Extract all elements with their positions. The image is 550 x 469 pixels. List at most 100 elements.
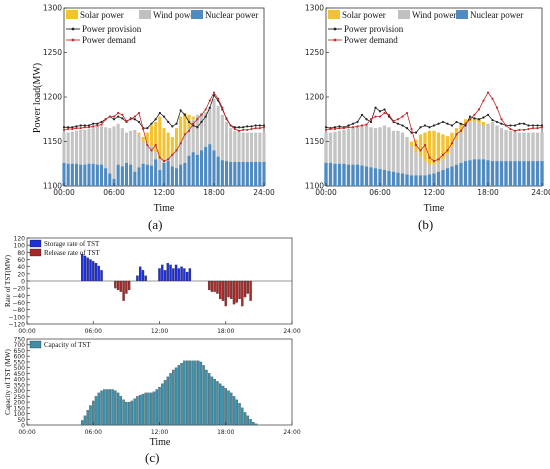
y-tick-label: 1100 bbox=[43, 182, 62, 191]
power-demand-point bbox=[329, 127, 332, 131]
nuclear-power-bar bbox=[158, 169, 162, 186]
solar-power-bar bbox=[166, 132, 170, 158]
y-tick-label: 600 bbox=[14, 354, 26, 361]
solar-power-bar bbox=[145, 132, 149, 144]
wind-power-bar bbox=[481, 125, 486, 160]
power-demand-point bbox=[360, 124, 364, 127]
power-demand-point bbox=[137, 111, 141, 115]
capacity-of-tstbar bbox=[246, 415, 250, 426]
legend-wind-power: Wind power bbox=[153, 10, 197, 20]
x-tick-label: 12:00 bbox=[151, 429, 168, 436]
nuclear-power-bar bbox=[531, 161, 535, 186]
power-demand-point bbox=[405, 111, 409, 115]
power-provision-point bbox=[500, 122, 503, 125]
capacity-of-tstbar bbox=[122, 399, 125, 426]
y-tick-label: 450 bbox=[14, 371, 26, 378]
y-tick-label: 300 bbox=[14, 388, 26, 395]
wind-power-bar bbox=[91, 127, 95, 164]
capacity-of-tstbar bbox=[227, 390, 230, 426]
wind-power-bar bbox=[104, 127, 108, 169]
wind-power-bar bbox=[212, 98, 216, 151]
wind-power-bar bbox=[400, 132, 405, 174]
power-demand-point bbox=[196, 118, 199, 121]
power-demand-point bbox=[204, 108, 207, 111]
nuclear-power-bar bbox=[199, 150, 204, 186]
wind-power-bar bbox=[241, 132, 245, 162]
legend-swatch-solar bbox=[328, 10, 340, 19]
nuclear-power-bar bbox=[540, 161, 544, 186]
x-tick-label: 24:00 bbox=[283, 328, 300, 335]
x-tick-label: 12:00 bbox=[423, 188, 445, 197]
storage-rate-of-tstbar bbox=[81, 254, 84, 282]
wind-power-bar bbox=[427, 164, 432, 175]
power-demand-point bbox=[441, 153, 445, 156]
power-demand-point bbox=[473, 113, 476, 116]
nuclear-power-bar bbox=[229, 161, 233, 186]
power-demand-point bbox=[221, 106, 224, 109]
power-demand-point bbox=[121, 113, 124, 116]
y-tick-label: 100 bbox=[14, 243, 26, 250]
solar-power-bar bbox=[191, 116, 195, 120]
power-demand-point bbox=[246, 128, 249, 132]
capacity-of-tstbar bbox=[224, 388, 227, 426]
capacity-of-tstbar bbox=[100, 390, 103, 426]
nuclear-power-bar bbox=[508, 161, 513, 186]
power-provision-point bbox=[338, 125, 341, 128]
power-provision-point bbox=[100, 120, 103, 124]
power-demand-point bbox=[150, 149, 153, 152]
wind-power-bar bbox=[369, 127, 373, 168]
power-demand-point bbox=[179, 142, 182, 145]
panel-b: 00:00 06:00 12:00 18:00 24:00 1100 1150 1200 125… bbox=[305, 4, 550, 233]
power-provision-point bbox=[83, 124, 86, 127]
wind-power-bar bbox=[95, 126, 99, 165]
power-demand-point bbox=[437, 158, 440, 161]
wind-power-bar bbox=[83, 129, 87, 165]
wind-power-bar bbox=[133, 129, 137, 172]
legend-power-provision: Power provision bbox=[344, 24, 404, 34]
power-provision-point bbox=[441, 120, 445, 124]
release-rate-of-tstbar bbox=[221, 280, 225, 301]
nuclear-power-bar bbox=[249, 161, 254, 186]
nuclear-power-bar bbox=[513, 161, 517, 186]
capacity-of-tstbar bbox=[83, 415, 87, 426]
y-tick-label: 1200 bbox=[43, 93, 62, 102]
panel-a: 00:00 06:00 12:00 18:00 24:00 1100 1150 1200 125… bbox=[32, 4, 275, 233]
power-provision-point bbox=[473, 117, 476, 120]
x-tick-label: 06:00 bbox=[103, 188, 125, 197]
nuclear-power-bar bbox=[170, 166, 174, 186]
panel-a-label: (a) bbox=[148, 217, 162, 232]
power-provision-point bbox=[527, 124, 530, 127]
y-tick-label: −100 bbox=[9, 314, 26, 321]
capacity-of-tstbar bbox=[183, 360, 186, 426]
nuclear-power-bar bbox=[133, 171, 137, 186]
panel-b-x-axis-label: Time bbox=[424, 203, 445, 214]
capacity-of-tstbar bbox=[238, 403, 241, 426]
solar-power-bar bbox=[427, 130, 432, 165]
solar-power-bar bbox=[463, 119, 468, 124]
power-provision-point bbox=[233, 126, 236, 129]
panel-c-rate-legend: Storage rate of TST Release rate of TST bbox=[29, 239, 100, 257]
storage-rate-of-tstbar bbox=[166, 262, 169, 282]
solar-power-bar bbox=[436, 132, 441, 163]
capacity-of-tstbar bbox=[97, 392, 100, 426]
power-provision-point bbox=[374, 106, 377, 109]
storage-rate-of-tstbar bbox=[161, 264, 164, 282]
power-provision-point bbox=[450, 124, 454, 127]
power-provision-point bbox=[486, 113, 490, 116]
capacity-of-tstbar bbox=[249, 419, 252, 426]
power-demand-point bbox=[509, 127, 512, 131]
power-provision-point bbox=[437, 122, 440, 125]
power-demand-point bbox=[233, 127, 236, 131]
wind-power-bar bbox=[204, 112, 208, 147]
wind-power-bar bbox=[526, 132, 531, 162]
capacity-of-tstbar bbox=[252, 422, 255, 426]
power-provision-point bbox=[183, 113, 186, 116]
power-demand-point bbox=[369, 118, 373, 121]
power-demand-point bbox=[229, 124, 232, 127]
wind-power-bar bbox=[224, 121, 229, 162]
release-rate-of-tstbar bbox=[127, 280, 131, 291]
power-provision-point bbox=[79, 124, 82, 127]
solar-power-bar bbox=[162, 128, 166, 160]
capacity-of-tstbar bbox=[130, 400, 134, 426]
capacity-of-tstbar bbox=[169, 373, 172, 426]
